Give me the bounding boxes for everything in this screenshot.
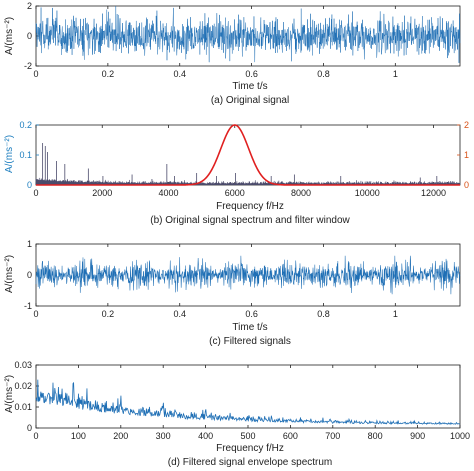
y-tick-label: 0 bbox=[27, 270, 32, 280]
x-tick-label: 0.6 bbox=[245, 309, 258, 319]
y-tick-label: 2 bbox=[27, 1, 32, 11]
x-tick-label: 0.2 bbox=[102, 69, 115, 79]
panel-c-ylabel: A/(ms⁻²) bbox=[4, 255, 15, 293]
y-tick-label: 1 bbox=[27, 239, 32, 249]
panel-d-envelope-spectrum: A/(ms⁻²) Frequency f/Hz (d) Filtered sig… bbox=[4, 360, 470, 468]
panel-c-xlabel: Time t/s bbox=[232, 322, 267, 333]
x-tick-label: 0.4 bbox=[173, 309, 186, 319]
x-tick-label: 8000 bbox=[291, 188, 311, 198]
y-tick-label: 0.2 bbox=[19, 120, 32, 130]
x-tick-label: 400 bbox=[198, 431, 213, 441]
y2-tick-label: 1 bbox=[464, 150, 469, 160]
y-tick-label: -2 bbox=[24, 61, 32, 71]
x-tick-label: 10000 bbox=[355, 188, 380, 198]
x-tick-label: 2000 bbox=[92, 188, 112, 198]
x-tick-label: 1 bbox=[393, 69, 398, 79]
panel-d-xlabel: Frequency f/Hz bbox=[216, 443, 284, 454]
x-tick-label: 0.4 bbox=[173, 69, 186, 79]
y2-tick-label: 2 bbox=[464, 120, 469, 130]
x-tick-label: 0.8 bbox=[317, 309, 330, 319]
panel-b-xlabel: Frequency f/Hz bbox=[216, 201, 284, 212]
x-tick-label: 0 bbox=[33, 309, 38, 319]
filter-window-line bbox=[36, 124, 460, 186]
y-tick-label: -1 bbox=[24, 301, 32, 311]
x-tick-label: 6000 bbox=[225, 188, 245, 198]
x-tick-label: 12000 bbox=[421, 188, 446, 198]
x-tick-label: 900 bbox=[410, 431, 425, 441]
x-tick-label: 300 bbox=[156, 431, 171, 441]
x-tick-label: 0.2 bbox=[102, 309, 115, 319]
panel-a-original-signal: A/(ms⁻²) Time t/s (a) Original signal 0 0… bbox=[4, 1, 461, 106]
envelope-spectrum-line bbox=[35, 379, 461, 426]
spectrum-line bbox=[35, 177, 461, 186]
y-tick-label: 0.02 bbox=[14, 381, 32, 391]
panel-c-filtered-signals: A/(ms⁻²) Time t/s (c) Filtered signals 0… bbox=[4, 239, 461, 347]
x-tick-label: 800 bbox=[368, 431, 383, 441]
x-tick-label: 500 bbox=[240, 431, 255, 441]
panel-c-caption: (c) Filtered signals bbox=[209, 336, 291, 347]
y-tick-label: 0.01 bbox=[14, 402, 32, 412]
y-tick-label: 0 bbox=[27, 423, 32, 433]
panel-a-ylabel: A/(ms⁻²) bbox=[4, 17, 15, 55]
x-tick-label: 700 bbox=[325, 431, 340, 441]
panel-a-caption: (a) Original signal bbox=[211, 95, 289, 106]
y-tick-label: 0 bbox=[27, 31, 32, 41]
x-tick-label: 200 bbox=[113, 431, 128, 441]
panel-a-xlabel: Time t/s bbox=[232, 81, 267, 92]
plot-frame bbox=[35, 124, 461, 186]
panel-b-caption: (b) Original signal spectrum and filter … bbox=[150, 215, 350, 226]
y-tick-label: 0 bbox=[27, 180, 32, 190]
x-tick-label: 100 bbox=[71, 431, 86, 441]
x-tick-label: 600 bbox=[283, 431, 298, 441]
x-tick-label: 1000 bbox=[450, 431, 470, 441]
x-tick-label: 0 bbox=[33, 431, 38, 441]
filtered-signal-line bbox=[35, 255, 461, 295]
x-tick-label: 4000 bbox=[158, 188, 178, 198]
x-tick-label: 0.8 bbox=[317, 69, 330, 79]
y-tick-label: 0.03 bbox=[14, 360, 32, 370]
x-tick-label: 1 bbox=[393, 309, 398, 319]
original-signal-line bbox=[35, 5, 461, 63]
x-tick-label: 0 bbox=[33, 69, 38, 79]
panel-d-ylabel: A/(ms⁻²) bbox=[4, 375, 15, 413]
panel-b-ylabel: A/(ms⁻²) bbox=[4, 135, 15, 173]
x-tick-label: 0.6 bbox=[245, 69, 258, 79]
panel-b-spectrum-filter: A/(ms⁻²) Frequency f/Hz (b) Original sig… bbox=[4, 120, 469, 226]
y2-tick-label: 0 bbox=[464, 180, 469, 190]
x-tick-label: 0 bbox=[33, 188, 38, 198]
y-tick-label: 0.1 bbox=[19, 150, 32, 160]
panel-d-caption: (d) Filtered signal envelope spectrum bbox=[168, 457, 333, 468]
